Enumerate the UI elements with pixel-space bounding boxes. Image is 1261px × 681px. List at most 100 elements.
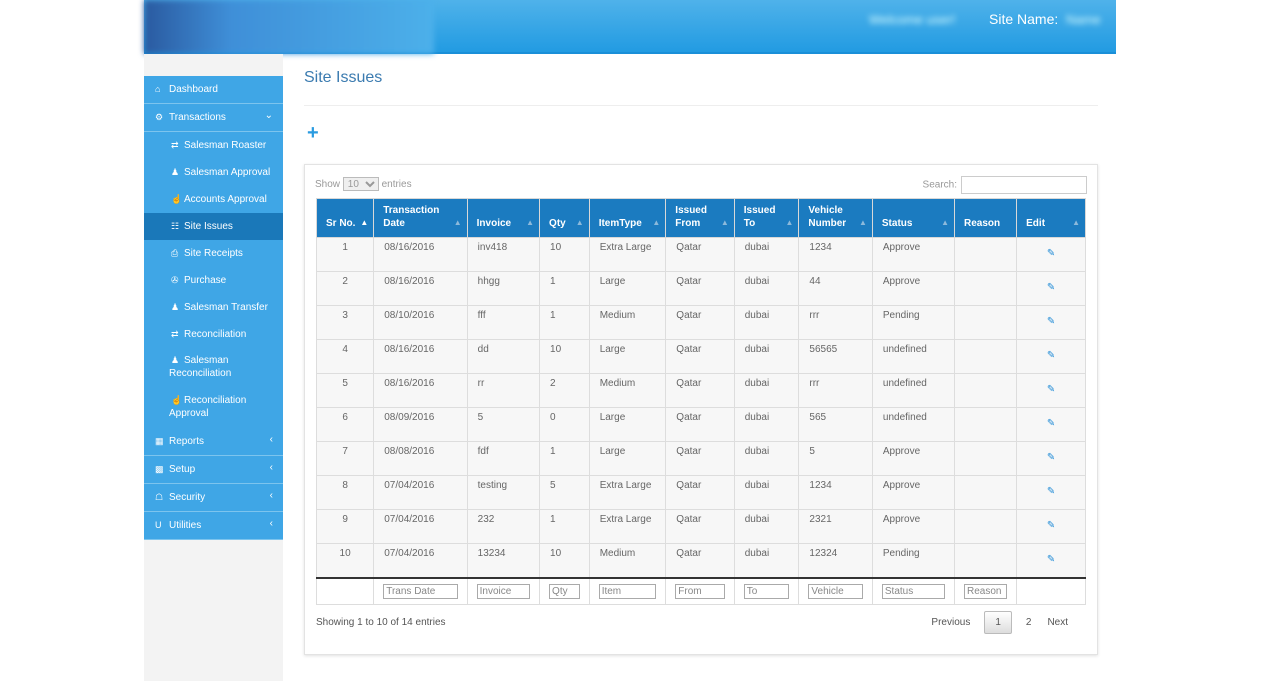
filter-input[interactable] xyxy=(476,583,531,599)
sidebar-item-label: Site Issues xyxy=(184,221,233,232)
table-info: Showing 1 to 10 of 14 entries xyxy=(316,617,446,628)
sidebar-item-salesman-transfer[interactable]: ♟ Salesman Transfer xyxy=(144,294,283,321)
table-cell: 5 xyxy=(466,407,541,442)
sidebar-item-salesman-reconciliation[interactable]: ♟ Salesman Reconciliation xyxy=(144,348,283,388)
next-button[interactable]: Next xyxy=(1047,617,1068,628)
column-header-label: Qty xyxy=(549,218,566,229)
sidebar-item-setup[interactable]: ▩ Setup ‹ xyxy=(144,456,283,484)
table-cell: 08/09/2016 xyxy=(373,407,468,442)
column-header[interactable]: ItemType ▲ xyxy=(588,198,667,238)
column-header[interactable]: Qty ▲ xyxy=(539,198,590,238)
column-header[interactable]: Status ▲ xyxy=(871,198,956,238)
filter-input[interactable] xyxy=(549,583,580,599)
column-header[interactable]: Edit ▲ xyxy=(1016,198,1086,238)
table-cell: 07/04/2016 xyxy=(373,543,468,578)
sidebar-item-reconciliation[interactable]: ⇄ Reconciliation xyxy=(144,321,283,348)
pencil-icon[interactable]: ✎ xyxy=(1046,384,1056,395)
pencil-icon[interactable]: ✎ xyxy=(1046,418,1056,429)
divider xyxy=(304,105,1098,106)
page-2-button[interactable]: 2 xyxy=(1025,617,1032,628)
table-row: 1 08/16/2016 inv418 10 Extra Large Qatar dubai… xyxy=(315,237,1086,272)
sidebar-item-reconciliation-approval[interactable]: ☝ Reconciliation Approval xyxy=(144,388,283,428)
sidebar-item-label: Reconciliation Approval xyxy=(169,395,247,419)
add-button[interactable]: + xyxy=(307,122,319,145)
table-cell: dubai xyxy=(733,271,800,306)
table-cell: fdf xyxy=(466,441,541,476)
column-header[interactable]: Invoice ▲ xyxy=(466,198,541,238)
previous-button[interactable]: Previous xyxy=(931,617,971,628)
sidebar-item-site-receipts[interactable]: ⎙ Site Receipts xyxy=(144,240,283,267)
filter-input[interactable] xyxy=(383,583,458,599)
page-1-button[interactable]: 1 xyxy=(984,611,1012,634)
column-header-label: Reason xyxy=(964,218,1001,229)
sidebar-item-reports[interactable]: ▦ Reports ‹ xyxy=(144,428,283,456)
column-header-label: Edit xyxy=(1026,218,1046,229)
filter-cell xyxy=(665,576,735,605)
column-header[interactable]: Vehicle Number ▲ xyxy=(798,198,873,238)
table-cell: Qatar xyxy=(665,305,735,340)
pencil-icon[interactable]: ✎ xyxy=(1046,486,1056,497)
table-cell: 08/16/2016 xyxy=(373,237,468,272)
filter-input[interactable] xyxy=(675,583,725,599)
table-cell: 10 xyxy=(539,543,590,578)
column-header[interactable]: Issued To ▲ xyxy=(733,198,800,238)
sidebar-item-label: Salesman Transfer xyxy=(184,302,268,313)
pencil-icon[interactable]: ✎ xyxy=(1046,520,1056,531)
table-cell: undefined xyxy=(871,407,956,442)
sidebar-item-site-issues[interactable]: ☷ Site Issues xyxy=(144,213,283,240)
filter-input[interactable] xyxy=(743,583,790,599)
table-cell: undefined xyxy=(871,373,956,408)
sidebar-item-accounts-approval[interactable]: ☝ Accounts Approval xyxy=(144,186,283,213)
table-row: 2 08/16/2016 hhgg 1 Large Qatar dubai 44 Approve… xyxy=(315,271,1086,306)
pencil-icon[interactable]: ✎ xyxy=(1046,350,1056,361)
pencil-icon[interactable]: ✎ xyxy=(1046,282,1056,293)
table-cell: Large xyxy=(588,407,667,442)
column-header[interactable]: Sr No. ▲ xyxy=(315,198,375,238)
pencil-icon[interactable]: ✎ xyxy=(1046,316,1056,327)
table-cell: Qatar xyxy=(665,407,735,442)
filter-input[interactable] xyxy=(964,583,1008,599)
pencil-icon[interactable]: ✎ xyxy=(1046,452,1056,463)
sidebar-item-label: Purchase xyxy=(184,275,227,286)
filter-cell xyxy=(315,576,375,605)
sort-asc-icon: ▲ xyxy=(360,218,369,227)
search-control: Search: xyxy=(923,176,1087,194)
table-row: 5 08/16/2016 rr 2 Medium Qatar dubai rrr undefin… xyxy=(315,373,1086,408)
column-header[interactable]: Transaction Date ▲ xyxy=(373,198,468,238)
column-header[interactable]: Issued From ▲ xyxy=(665,198,735,238)
sidebar-item-label: Accounts Approval xyxy=(184,194,267,205)
sitemap-icon: ☷ xyxy=(171,221,180,231)
table-cell: 56565 xyxy=(798,339,873,374)
sort-icon: ▲ xyxy=(785,218,794,227)
sidebar-item-transactions[interactable]: ⚙ Transactions ⌄ xyxy=(144,104,283,132)
sidebar-item-security[interactable]: ☖ Security ‹ xyxy=(144,484,283,512)
pencil-icon[interactable]: ✎ xyxy=(1046,554,1056,565)
table-cell: 08/10/2016 xyxy=(373,305,468,340)
sidebar-item-purchase[interactable]: ✇ Purchase xyxy=(144,267,283,294)
table-cell: 1 xyxy=(539,305,590,340)
filter-input[interactable] xyxy=(881,583,946,599)
page-size-select[interactable]: 10 xyxy=(342,177,379,191)
sidebar-item-dashboard[interactable]: ⌂ Dashboard xyxy=(144,76,283,104)
table-cell: testing xyxy=(466,475,541,510)
filter-input[interactable] xyxy=(598,583,657,599)
site-issues-table: Sr No. ▲ Transaction Date ▲ Invoice ▲ Qty ▲ Item… xyxy=(315,198,1086,605)
table-cell: Qatar xyxy=(665,237,735,272)
sidebar-item-salesman-approval[interactable]: ♟ Salesman Approval xyxy=(144,159,283,186)
chevron-left-icon: ‹ xyxy=(269,434,273,445)
filter-input[interactable] xyxy=(808,583,863,599)
column-header-label: Transaction Date xyxy=(383,205,440,229)
table-cell: 10 xyxy=(539,237,590,272)
column-header: Reason xyxy=(954,198,1018,238)
underline-icon: U xyxy=(155,520,162,530)
sidebar-item-utilities[interactable]: U Utilities ‹ xyxy=(144,512,283,540)
edit-cell: ✎ xyxy=(1016,441,1086,476)
pencil-icon[interactable]: ✎ xyxy=(1046,248,1056,259)
page-title: Site Issues xyxy=(304,69,383,86)
table-cell xyxy=(954,543,1018,578)
sort-icon: ▲ xyxy=(858,218,867,227)
table-cell: dubai xyxy=(733,407,800,442)
sidebar-item-salesman-roaster[interactable]: ⇄ Salesman Roaster xyxy=(144,132,283,159)
search-input[interactable] xyxy=(961,176,1087,194)
table-cell xyxy=(954,475,1018,510)
